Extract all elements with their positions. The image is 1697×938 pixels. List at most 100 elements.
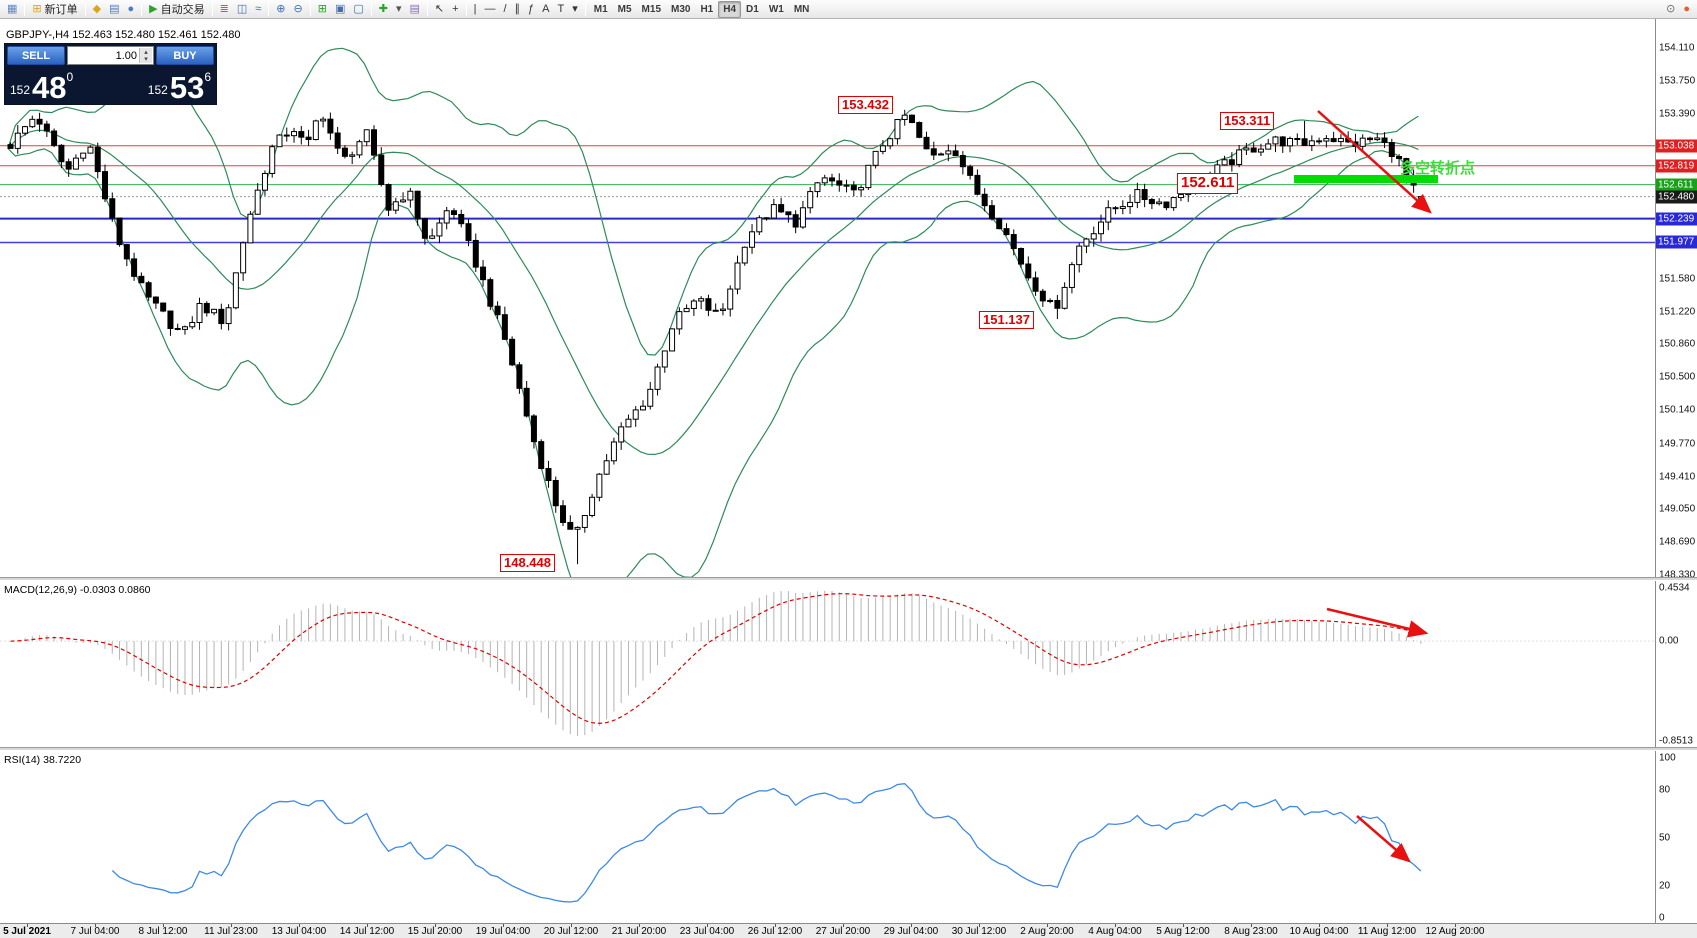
toolbar-separator (426, 2, 428, 16)
candlestick-chart[interactable] (0, 19, 1655, 577)
buy-button[interactable]: BUY (156, 46, 214, 65)
community-button[interactable]: ● (1679, 1, 1694, 18)
trendline-button[interactable]: / (499, 1, 510, 18)
candlestick-chart-button[interactable]: ◫ (233, 1, 251, 18)
time-tick (163, 924, 164, 927)
chart-title-text: GBPJPY-,H4 152.463 152.480 152.461 152.4… (6, 29, 241, 41)
toolbar-separator (84, 2, 86, 16)
volume-down-icon[interactable]: ▾ (144, 55, 148, 63)
trendline-icon: / (503, 2, 507, 15)
price-annotation-box[interactable]: 153.432 (838, 96, 893, 115)
timeframe-h1-label: H1 (700, 3, 714, 15)
time-axis[interactable]: 5 Jul 2021 7 Jul 04:00 8 Jul 12:00 11 Jul 2… (0, 923, 1697, 938)
time-tick (571, 924, 572, 927)
time-tick (639, 924, 640, 927)
autotrading-button-label: 自动交易 (160, 4, 205, 16)
cursor-icon: ↖ (434, 2, 445, 15)
data-window-icon: ▤ (109, 2, 120, 15)
macd-axis[interactable]: 0.4534 0.00 -0.8513 (1655, 581, 1697, 747)
time-label: 2 Aug 20:00 (1020, 926, 1074, 937)
autotrading-button[interactable]: ▶ 自动交易 (145, 1, 208, 18)
vertical-line-button[interactable]: | (470, 1, 481, 18)
channel-button[interactable]: ∥ (511, 1, 525, 18)
time-tick (1251, 924, 1252, 927)
time-tick (707, 924, 708, 927)
pivot-point-label[interactable]: 多空转折点 (1400, 160, 1476, 177)
zoom-out-button[interactable]: ⊖ (290, 1, 307, 18)
panel-splitter[interactable] (0, 577, 1697, 581)
templates-button[interactable]: ▤ (406, 1, 424, 18)
timeframe-w1[interactable]: W1 (764, 1, 789, 18)
volume-spinner[interactable]: ▴ ▾ (139, 48, 152, 63)
time-tick (95, 924, 96, 927)
time-tick (231, 924, 232, 927)
arrows-button[interactable]: ▾ (568, 1, 582, 18)
time-label: 27 Jul 20:00 (815, 926, 871, 937)
fibonacci-button[interactable]: ƒ (524, 1, 538, 18)
track-chart-button[interactable]: ▢ (349, 1, 367, 18)
price-tick: 149.050 (1659, 503, 1696, 515)
periods-button[interactable]: ▾ (392, 1, 406, 18)
candlestick-chart-icon: ◫ (236, 2, 248, 15)
horizontal-line-button[interactable]: — (480, 1, 499, 18)
timeframe-h4-label: H4 (723, 3, 737, 15)
panel-splitter[interactable] (0, 747, 1697, 751)
price-tick: 150.500 (1659, 371, 1696, 383)
volume-up-icon[interactable]: ▴ (144, 48, 148, 56)
data-window-button[interactable]: ▤ (105, 1, 123, 18)
toolbar: ▦ ⊞ 新订单 ◆ ▤ ● ▶ 自动交易 ≣ ◫ ≈ ⊕ ⊖ ⊞ ▣ ▢ ✚ ▾ ▤ ↖ + | — / ∥ ƒ A T ▾ M1 M5 M1… (0, 0, 1697, 19)
tile-windows-button[interactable]: ⊞ (314, 1, 331, 18)
timeframe-m15[interactable]: M15 (637, 1, 666, 18)
rsi-axis[interactable]: 100 80 50 20 0 (1655, 751, 1697, 923)
cursor-button[interactable]: ↖ (431, 1, 448, 18)
timeframe-m1[interactable]: M1 (589, 1, 613, 18)
timeframe-h4[interactable]: H4 (718, 0, 742, 18)
price-annotation-box[interactable]: 153.311 (1220, 112, 1275, 131)
time-label: 10 Aug 04:00 (1289, 926, 1349, 937)
terminal-icon: ● (127, 2, 135, 15)
auto-arrange-button[interactable]: ▣ (331, 1, 349, 18)
macd-chart[interactable] (0, 581, 1655, 747)
macd-tick: -0.8513 (1659, 735, 1693, 747)
time-tick (435, 924, 436, 927)
volume-input[interactable]: 1.00 ▴ ▾ (67, 46, 154, 65)
timeframe-h1[interactable]: H1 (695, 1, 718, 18)
arrows-icon: ▾ (572, 2, 578, 15)
text-icon: A (542, 2, 550, 15)
zoom-in-button[interactable]: ⊕ (272, 1, 289, 18)
timeframe-m30[interactable]: M30 (666, 1, 695, 18)
price-level-badge: 153.038 (1656, 139, 1697, 153)
sell-button[interactable]: SELL (7, 46, 65, 65)
new-order-button[interactable]: ⊞ 新订单 (28, 1, 81, 18)
timeframe-m5[interactable]: M5 (613, 1, 637, 18)
text-label-button[interactable]: T (553, 1, 568, 18)
timeframe-mn[interactable]: MN (789, 1, 815, 18)
price-annotation-box[interactable]: 152.611 (1177, 173, 1239, 194)
new-order-button-label: 新订单 (44, 4, 78, 16)
price-annotation-box[interactable]: 148.448 (500, 554, 555, 573)
time-tick (1115, 924, 1116, 927)
toolbar-separator (370, 2, 372, 16)
timeframe-d1-label: D1 (746, 3, 759, 15)
terminal-button[interactable]: ● (124, 1, 139, 18)
price-axis[interactable]: 154.110 153.750 153.390 151.580 151.220 150.8… (1655, 19, 1697, 577)
crosshair-icon: + (452, 2, 459, 15)
indicators-button[interactable]: ✚ (375, 1, 392, 18)
text-label-icon: T (557, 2, 565, 15)
bar-chart-button[interactable]: ≣ (216, 1, 233, 18)
time-tick (367, 924, 368, 927)
line-chart-icon: ≈ (255, 2, 262, 15)
toolbar-separator (268, 2, 270, 16)
time-label: 26 Jul 12:00 (747, 926, 803, 937)
market-watch-button[interactable]: ◆ (89, 1, 105, 18)
crosshair-button[interactable]: + (448, 1, 462, 18)
chart-shift-button[interactable]: ▦ (3, 1, 21, 18)
zoom-out-icon: ⊖ (293, 2, 303, 15)
timeframe-d1[interactable]: D1 (741, 1, 764, 18)
text-button[interactable]: A (538, 1, 553, 18)
rsi-chart[interactable] (0, 751, 1655, 923)
line-chart-button[interactable]: ≈ (251, 1, 265, 18)
price-annotation-box[interactable]: 151.137 (979, 311, 1034, 330)
price-tick: 148.690 (1659, 536, 1696, 548)
search-button[interactable]: ⊙ (1662, 1, 1679, 18)
